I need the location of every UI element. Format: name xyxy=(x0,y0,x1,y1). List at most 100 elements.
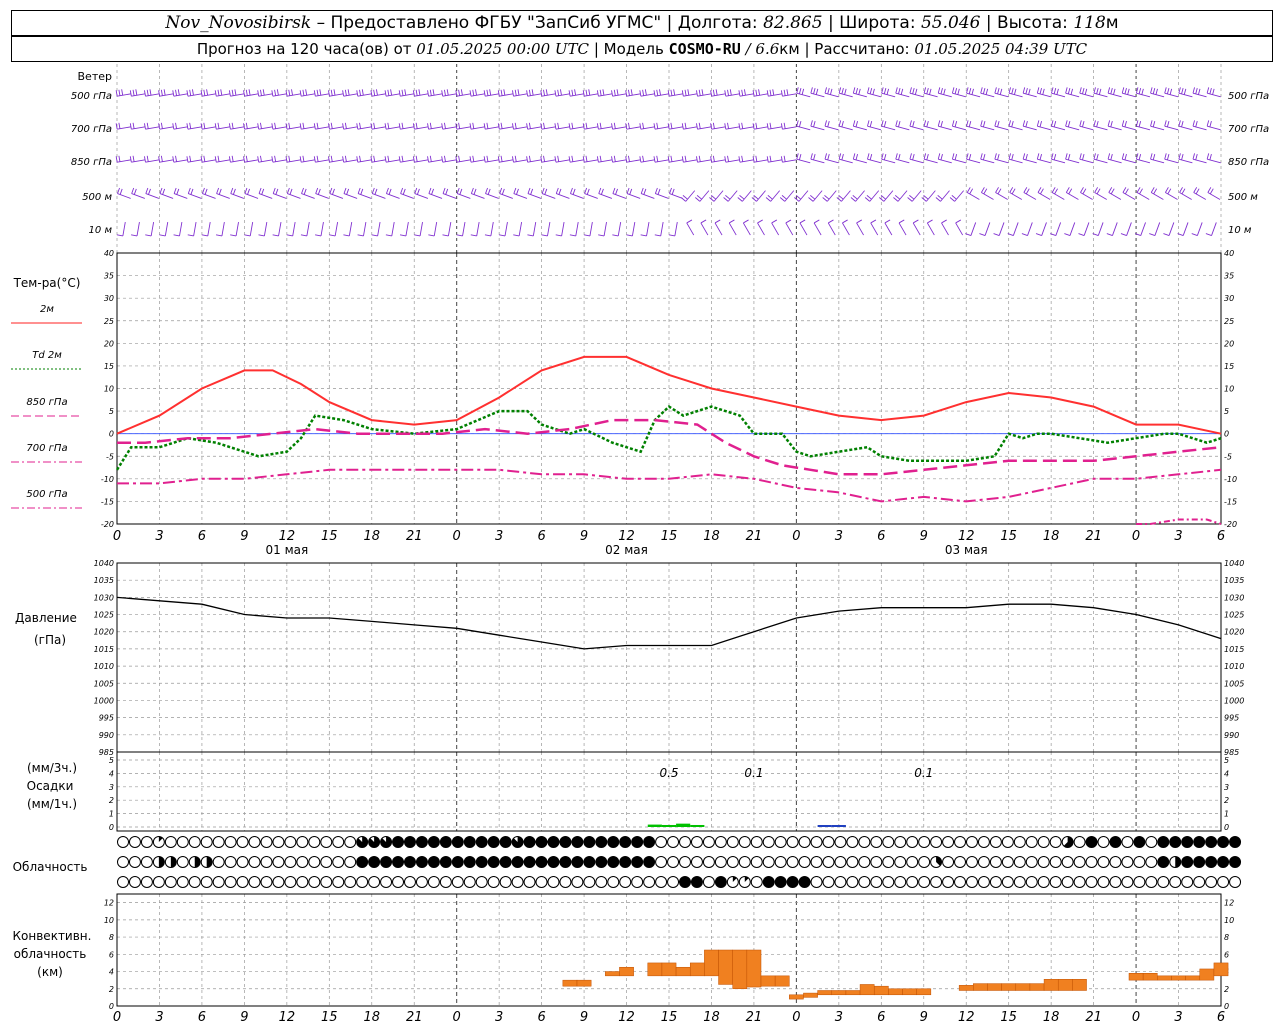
wind-barb-feather xyxy=(203,122,206,129)
wind-barb-feather xyxy=(1036,120,1040,127)
wind-barb-feather xyxy=(558,188,562,195)
x-tick-label: 12 xyxy=(618,529,635,544)
y-tick-label-left: 1000 xyxy=(94,696,114,705)
wind-level-label-right: 10 м xyxy=(1228,225,1252,236)
wind-barb-shaft xyxy=(742,222,751,236)
wind-barb-feather xyxy=(772,89,775,96)
wind-barb-feather xyxy=(712,155,715,162)
wind-barb-feather xyxy=(937,120,941,127)
wind-barb-feather xyxy=(923,195,929,200)
wind-barb-shaft xyxy=(598,93,613,97)
cloud-cover-symbol xyxy=(260,856,273,868)
wind-barb-feather xyxy=(302,122,305,129)
wind-barb-feather xyxy=(824,120,827,127)
wind-barb-feather xyxy=(741,155,744,162)
y-tick-label-right: 5 xyxy=(1224,407,1229,416)
pressure-line xyxy=(116,596,1222,650)
wind-barb-feather xyxy=(611,123,614,130)
wind-barb-shaft xyxy=(839,92,853,98)
latitude-value: 55.046 xyxy=(920,13,981,33)
wind-barb-shaft xyxy=(136,222,140,236)
wind-barb-shaft xyxy=(1065,158,1080,164)
wind-barb-feather xyxy=(680,197,687,202)
wind-barb-shaft xyxy=(810,125,825,131)
wind-barb-feather xyxy=(1150,87,1153,94)
convective-title-line1: Конвективн. xyxy=(13,929,92,943)
wind-barb-feather xyxy=(316,89,319,96)
wind-barb-feather xyxy=(259,89,262,96)
wind-barb-feather xyxy=(1207,187,1212,193)
wind-barb-shaft xyxy=(926,222,935,236)
wind-barb-feather xyxy=(291,89,293,96)
cloud-cover-symbol xyxy=(834,876,847,888)
wind-barb-feather xyxy=(585,122,588,129)
wind-barb-feather xyxy=(144,156,146,163)
cloud-cover-symbol xyxy=(236,856,249,868)
wind-barb-feather xyxy=(441,90,444,97)
wind-barb-shaft xyxy=(1008,92,1023,98)
convective-bar xyxy=(675,966,691,977)
wind-barb-shaft xyxy=(725,93,740,97)
wind-barb-feather xyxy=(673,89,676,96)
wind-barb-shaft xyxy=(532,222,537,236)
wind-barb-feather xyxy=(475,89,477,96)
wind-barb-shaft xyxy=(371,126,386,130)
wind-barb-shaft xyxy=(938,125,952,131)
wind-barb-feather xyxy=(1022,87,1026,94)
wind-barb-shaft xyxy=(386,126,400,130)
cloud-cover-fill xyxy=(1063,836,1074,848)
cloud-cover-symbol xyxy=(954,836,967,848)
y-tick-label-left: 25 xyxy=(104,317,114,326)
wind-barb-feather xyxy=(870,219,877,224)
wind-barb-shaft xyxy=(1108,192,1122,200)
wind-barb-feather xyxy=(144,123,146,130)
convective-bar xyxy=(973,983,988,991)
wind-barb-shaft xyxy=(292,222,296,236)
wind-barb-feather xyxy=(895,87,898,94)
wind-barb-feather xyxy=(359,122,361,129)
wind-barb-shaft xyxy=(881,92,896,98)
wind-barb-feather xyxy=(785,219,792,224)
wind-barb-feather xyxy=(370,156,373,163)
wind-barb-feather xyxy=(898,219,905,224)
y-tick-label-right: 1020 xyxy=(1224,628,1244,637)
legend-label: 2м xyxy=(40,304,54,315)
wind-barb-shaft xyxy=(258,159,273,163)
wind-barb-feather xyxy=(627,122,630,129)
wind-barb-feather xyxy=(611,90,614,97)
wind-barb-feather xyxy=(118,89,121,96)
wind-barb-shaft xyxy=(1150,158,1165,164)
cloud-cover-symbol xyxy=(559,836,572,848)
cloud-cover-symbol xyxy=(1157,836,1170,848)
cloud-cover-symbol xyxy=(140,856,153,868)
wind-barb-shaft xyxy=(1192,158,1207,164)
precip-annotation: 0.5 xyxy=(659,766,678,780)
cloud-cover-symbol xyxy=(655,856,668,868)
x-tick-label: 21 xyxy=(406,529,423,544)
wind-barb-feather xyxy=(828,219,834,224)
wind-barb-shaft xyxy=(131,93,146,97)
wind-barb-feather xyxy=(1025,154,1028,161)
cloud-cover-symbol xyxy=(906,836,919,848)
wind-barb-feather xyxy=(1042,88,1045,95)
wind-barb-feather xyxy=(158,123,161,130)
wind-barb-feather xyxy=(596,156,599,163)
convective-bar xyxy=(619,966,634,977)
wind-barb-feather xyxy=(458,155,461,162)
wind-barb-feather xyxy=(1205,233,1212,237)
wind-barb-feather xyxy=(568,90,571,97)
cloud-cover-symbol xyxy=(846,836,859,848)
wind-barb-shaft xyxy=(669,193,683,199)
y-tick-label-right: 20 xyxy=(1224,339,1234,348)
wind-barb-feather xyxy=(914,88,918,95)
wind-barb-shaft xyxy=(249,222,254,236)
y-tick-label-left: 1 xyxy=(109,810,114,819)
wind-barb-feather xyxy=(370,123,373,130)
cloud-cover-symbol xyxy=(726,856,739,868)
wind-barb-shaft xyxy=(244,126,259,130)
wind-barb-feather xyxy=(656,122,659,129)
wind-barb-feather xyxy=(743,89,746,96)
x-tick-label: 9 xyxy=(240,529,248,544)
wind-barb-feather xyxy=(217,122,220,129)
x-tick-label: 9 xyxy=(240,1010,248,1024)
